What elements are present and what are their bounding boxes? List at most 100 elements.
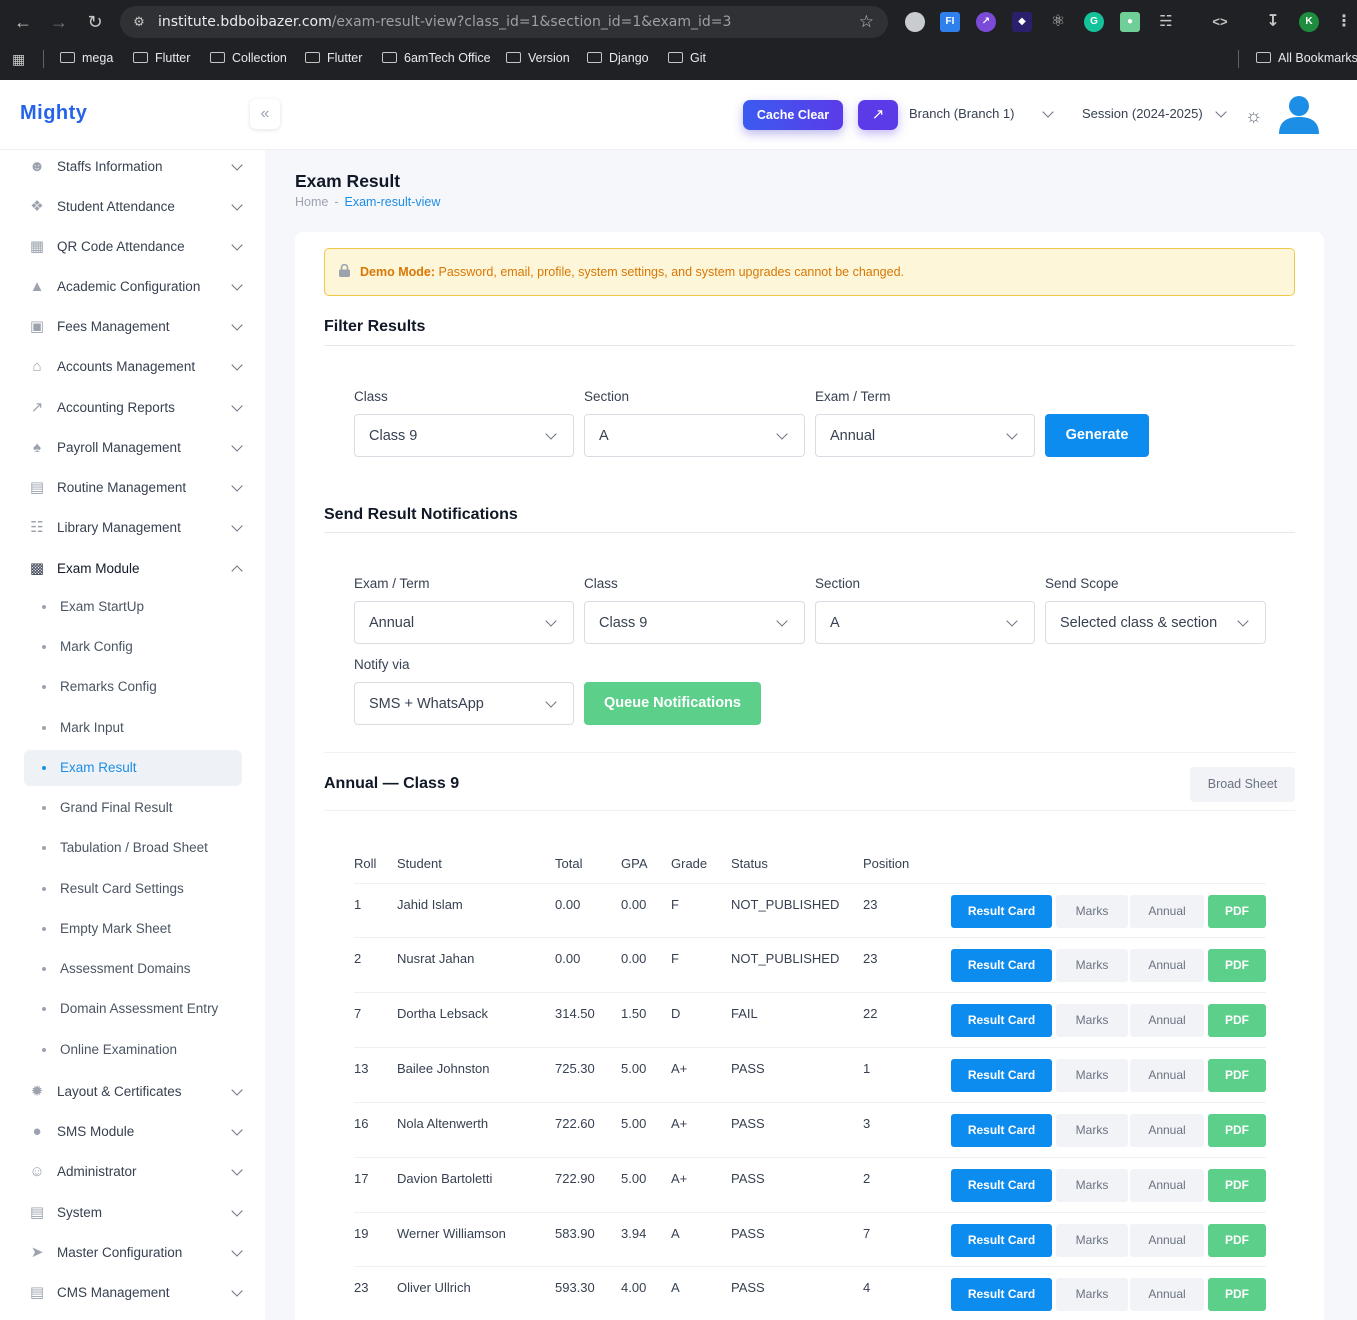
- result-card-button[interactable]: Result Card: [951, 1169, 1052, 1202]
- bookmark-folder[interactable]: Django: [587, 51, 649, 65]
- chevron-down-icon[interactable]: [1042, 106, 1054, 118]
- breadcrumb-home[interactable]: Home: [295, 195, 329, 209]
- url-text[interactable]: institute.bdboibazer.com/exam-result-vie…: [158, 14, 732, 30]
- marks-button[interactable]: Marks: [1056, 949, 1128, 982]
- filter-class-select[interactable]: Class 9: [354, 414, 574, 457]
- pdf-button[interactable]: PDF: [1208, 1224, 1266, 1257]
- marks-button[interactable]: Marks: [1056, 1278, 1128, 1311]
- extension-icon[interactable]: ↗: [976, 12, 996, 32]
- menu-kebab-icon[interactable]: ⋮: [1336, 13, 1352, 30]
- chevron-down-icon[interactable]: [1215, 106, 1227, 118]
- result-card-button[interactable]: Result Card: [951, 895, 1052, 928]
- extensions-puzzle-icon[interactable]: ☵: [1159, 13, 1173, 30]
- sidebar-item-academic-config[interactable]: ▲ Academic Configuration: [0, 268, 265, 306]
- bookmark-folder[interactable]: Version: [506, 51, 570, 65]
- forward-icon[interactable]: →: [50, 12, 68, 32]
- marks-button[interactable]: Marks: [1056, 895, 1128, 928]
- annual-button[interactable]: Annual: [1130, 1004, 1204, 1037]
- pdf-button[interactable]: PDF: [1208, 1278, 1266, 1311]
- breadcrumb-current[interactable]: Exam-result-view: [344, 195, 441, 209]
- result-card-button[interactable]: Result Card: [951, 1114, 1052, 1147]
- sidebar-sub-result-card-settings[interactable]: Result Card Settings: [24, 871, 242, 907]
- sidebar-item-cms[interactable]: ▤ CMS Management: [0, 1274, 265, 1312]
- bookmark-folder[interactable]: Collection: [210, 51, 287, 65]
- address-bar[interactable]: ⚙ institute.bdboibazer.com/exam-result-v…: [120, 6, 888, 38]
- sidebar-item-system[interactable]: ▤ System: [0, 1194, 265, 1232]
- grammarly-icon[interactable]: G: [1084, 12, 1104, 32]
- user-avatar[interactable]: [1277, 92, 1321, 136]
- bookmark-folder[interactable]: Flutter: [305, 51, 362, 65]
- annual-button[interactable]: Annual: [1130, 895, 1204, 928]
- marks-button[interactable]: Marks: [1056, 1059, 1128, 1092]
- sidebar-sub-remarks-config[interactable]: Remarks Config: [24, 669, 242, 705]
- bookmark-star-icon[interactable]: ☆: [858, 12, 874, 31]
- notify-exam-select[interactable]: Annual: [354, 601, 574, 644]
- annual-button[interactable]: Annual: [1130, 1224, 1204, 1257]
- sidebar-item-exam-module[interactable]: ▩ Exam Module: [0, 550, 265, 588]
- pdf-button[interactable]: PDF: [1208, 949, 1266, 982]
- sidebar-sub-grand-final[interactable]: Grand Final Result: [24, 790, 242, 826]
- download-icon[interactable]: ↧: [1266, 13, 1280, 30]
- sidebar-sub-exam-startup[interactable]: Exam StartUp: [24, 589, 242, 625]
- sidebar-item-master-config[interactable]: ➤ Master Configuration: [0, 1234, 265, 1272]
- filter-section-select[interactable]: A: [584, 414, 805, 457]
- extension-icon[interactable]: ●: [1120, 12, 1140, 32]
- sidebar-item-student-attendance[interactable]: ❖ Student Attendance: [0, 188, 265, 226]
- result-card-button[interactable]: Result Card: [951, 949, 1052, 982]
- extension-icon[interactable]: [905, 12, 925, 32]
- annual-button[interactable]: Annual: [1130, 1059, 1204, 1092]
- pdf-button[interactable]: PDF: [1208, 1059, 1266, 1092]
- extension-icon[interactable]: ◆: [1012, 12, 1032, 32]
- pdf-button[interactable]: PDF: [1208, 895, 1266, 928]
- notify-scope-select[interactable]: Selected class & section: [1045, 601, 1266, 644]
- bookmark-folder[interactable]: Git: [668, 51, 706, 65]
- sidebar-item-library[interactable]: ☷ Library Management: [0, 509, 265, 547]
- pdf-button[interactable]: PDF: [1208, 1114, 1266, 1147]
- sidebar-sub-tabulation[interactable]: Tabulation / Broad Sheet: [24, 830, 242, 866]
- bookmark-folder[interactable]: mega: [60, 51, 113, 65]
- filter-exam-select[interactable]: Annual: [815, 414, 1035, 457]
- sidebar-item-accounting-reports[interactable]: ↗ Accounting Reports: [0, 389, 265, 427]
- sidebar-collapse-button[interactable]: «: [250, 99, 280, 129]
- reload-icon[interactable]: ↻: [87, 12, 103, 32]
- devtools-icon[interactable]: <>: [1212, 14, 1228, 29]
- profile-avatar[interactable]: K: [1299, 12, 1319, 32]
- apps-grid-icon[interactable]: ▦: [12, 51, 26, 67]
- sidebar-item-payroll[interactable]: ♠ Payroll Management: [0, 429, 265, 467]
- bookmark-folder[interactable]: 6amTech Office: [382, 51, 491, 65]
- sidebar-item-fees[interactable]: ▣ Fees Management: [0, 308, 265, 346]
- logo[interactable]: Mighty: [20, 102, 88, 124]
- marks-button[interactable]: Marks: [1056, 1169, 1128, 1202]
- sidebar-item-routine[interactable]: ▤ Routine Management: [0, 469, 265, 507]
- sidebar-item-layout-certificates[interactable]: ✹ Layout & Certificates: [0, 1073, 265, 1111]
- session-select[interactable]: Session (2024-2025): [1082, 106, 1203, 121]
- annual-button[interactable]: Annual: [1130, 1278, 1204, 1311]
- annual-button[interactable]: Annual: [1130, 1169, 1204, 1202]
- theme-toggle-sun-icon[interactable]: ☼: [1245, 106, 1263, 127]
- sidebar-sub-online-exam[interactable]: Online Examination: [24, 1032, 242, 1068]
- sidebar-sub-empty-mark-sheet[interactable]: Empty Mark Sheet: [24, 911, 242, 947]
- all-bookmarks[interactable]: All Bookmarks: [1256, 51, 1357, 65]
- sidebar-sub-exam-result[interactable]: Exam Result: [24, 750, 242, 786]
- sidebar-sub-mark-config[interactable]: Mark Config: [24, 629, 242, 665]
- notify-section-select[interactable]: A: [815, 601, 1035, 644]
- sidebar-item-staffs[interactable]: ☻ Staffs Information: [0, 150, 265, 186]
- result-card-button[interactable]: Result Card: [951, 1278, 1052, 1311]
- notify-class-select[interactable]: Class 9: [584, 601, 805, 644]
- bookmark-folder[interactable]: Flutter: [133, 51, 190, 65]
- result-card-button[interactable]: Result Card: [951, 1224, 1052, 1257]
- marks-button[interactable]: Marks: [1056, 1004, 1128, 1037]
- annual-button[interactable]: Annual: [1130, 1114, 1204, 1147]
- sidebar-item-administrator[interactable]: ☺ Administrator: [0, 1153, 265, 1191]
- pdf-button[interactable]: PDF: [1208, 1169, 1266, 1202]
- sidebar-item-qr-attendance[interactable]: ▦ QR Code Attendance: [0, 228, 265, 266]
- marks-button[interactable]: Marks: [1056, 1224, 1128, 1257]
- branch-select[interactable]: Branch (Branch 1): [909, 106, 1015, 121]
- notify-via-select[interactable]: SMS + WhatsApp: [354, 682, 574, 725]
- open-website-button[interactable]: ↗: [858, 100, 898, 130]
- annual-button[interactable]: Annual: [1130, 949, 1204, 982]
- react-devtools-icon[interactable]: ⚛: [1050, 13, 1066, 30]
- queue-notifications-button[interactable]: Queue Notifications: [584, 682, 761, 725]
- sidebar-sub-assessment-domains[interactable]: Assessment Domains: [24, 951, 242, 987]
- sidebar-item-sms[interactable]: ● SMS Module: [0, 1113, 265, 1151]
